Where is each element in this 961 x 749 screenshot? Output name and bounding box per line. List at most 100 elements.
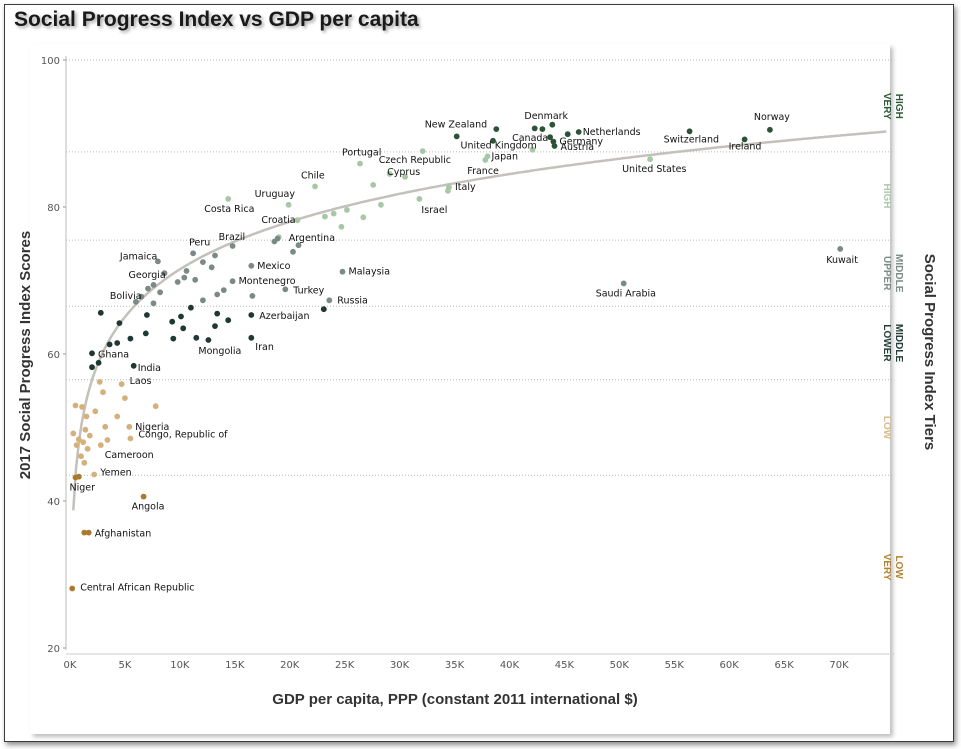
tier-axis-title: Social Progress Index Tiers (921, 254, 938, 450)
point-label: Kuwait (826, 255, 858, 266)
data-point (72, 402, 79, 409)
data-point (339, 268, 346, 275)
data-point (150, 300, 157, 307)
tier-label: LOW (881, 416, 892, 440)
data-point (344, 207, 350, 213)
point-label: Georgia (129, 270, 166, 281)
data-point (138, 293, 145, 300)
data-point (360, 214, 367, 221)
tier-label: HIGH (881, 184, 892, 209)
data-point (145, 285, 151, 292)
data-point (225, 317, 232, 324)
data-point (114, 413, 121, 420)
data-point (837, 246, 844, 252)
data-point (70, 430, 77, 437)
point-label: Portugal (342, 148, 381, 159)
point-label: Norway (754, 112, 790, 123)
data-point (482, 157, 489, 163)
tier-lines (66, 151, 894, 476)
data-point (150, 282, 157, 288)
point-label: Mexico (257, 261, 290, 272)
data-point (229, 243, 236, 249)
data-point (549, 121, 556, 128)
data-point (294, 217, 301, 224)
data-point (83, 413, 90, 420)
x-tick-label: 50K (610, 660, 630, 671)
point-label: Israel (421, 205, 447, 216)
data-point (193, 334, 200, 341)
data-point (200, 297, 206, 304)
data-point (190, 250, 197, 257)
tier-label: LOWER (881, 324, 892, 362)
data-point (248, 312, 255, 318)
data-point (214, 291, 221, 298)
data-point (69, 585, 76, 592)
data-point (97, 309, 104, 316)
chart-title: Social Progress Index vs GDP per capita (14, 8, 419, 31)
data-point (152, 403, 159, 410)
point-label: Jamaica (119, 251, 157, 262)
data-point (378, 201, 384, 208)
point-label: Japan (491, 151, 519, 162)
x-tick-label: 65K (774, 660, 794, 671)
x-tick-label: 45K (555, 660, 575, 671)
data-point (320, 306, 327, 313)
data-point (92, 408, 99, 415)
point-label: France (467, 166, 499, 177)
data-point (205, 337, 212, 343)
data-point (338, 223, 345, 230)
x-tick-label: 20K (280, 660, 300, 671)
point-label: Afghanistan (95, 529, 152, 540)
data-point (80, 439, 87, 446)
point-label: Malaysia (349, 267, 391, 278)
data-point (290, 248, 296, 255)
y-tick-label: 60 (47, 350, 60, 361)
data-point (75, 436, 82, 443)
point-label: Switzerland (664, 134, 719, 145)
point-label: Netherlands (583, 127, 641, 138)
data-point (357, 160, 363, 167)
data-point (248, 262, 255, 269)
data-point (174, 279, 181, 285)
data-point (225, 196, 232, 202)
point-label: United Kingdom (461, 141, 537, 152)
data-point (169, 318, 176, 325)
data-point (188, 304, 194, 311)
data-point (575, 129, 582, 135)
point-label: Yemen (99, 468, 132, 479)
x-tick-label: 35K (445, 660, 465, 671)
data-point (370, 182, 377, 188)
y-tick-label: 40 (47, 497, 60, 508)
data-point (91, 471, 98, 478)
x-axis: 0K 5K 10K 15K 20K 25K 30K 35K 40K 45K 50K 55K 60K 65K… (64, 653, 894, 671)
x-tick-label: 30K (390, 660, 410, 671)
data-point (453, 133, 460, 140)
point-label: Croatia (261, 215, 295, 226)
y-tick-label: 100 (41, 56, 60, 67)
data-point (330, 210, 337, 217)
x-tick-label: 25K (335, 660, 355, 671)
data-point (181, 274, 188, 281)
point-label: Nigeria (135, 422, 169, 433)
tier-label: VERY (881, 93, 892, 120)
data-point (620, 280, 627, 287)
point-label: Chile (301, 170, 325, 181)
data-point (285, 201, 292, 208)
data-point (419, 148, 426, 155)
data-point (200, 259, 206, 265)
data-point (445, 187, 451, 194)
point-label: Canada (512, 133, 548, 144)
data-point (741, 136, 748, 143)
data-point (86, 432, 93, 439)
x-tick-label: 0K (64, 660, 77, 671)
data-point (208, 264, 215, 271)
tier-label: MIDDLE (893, 254, 904, 293)
data-point (402, 174, 408, 180)
point-label: Montenegro (239, 276, 296, 287)
data-point (81, 529, 88, 536)
x-tick-label: 5K (118, 660, 131, 671)
data-point (97, 442, 104, 448)
point-labels: Norway Ireland Switzerland Denmark Netherlan… (70, 111, 859, 593)
data-point (386, 171, 393, 177)
data-point (212, 252, 218, 259)
